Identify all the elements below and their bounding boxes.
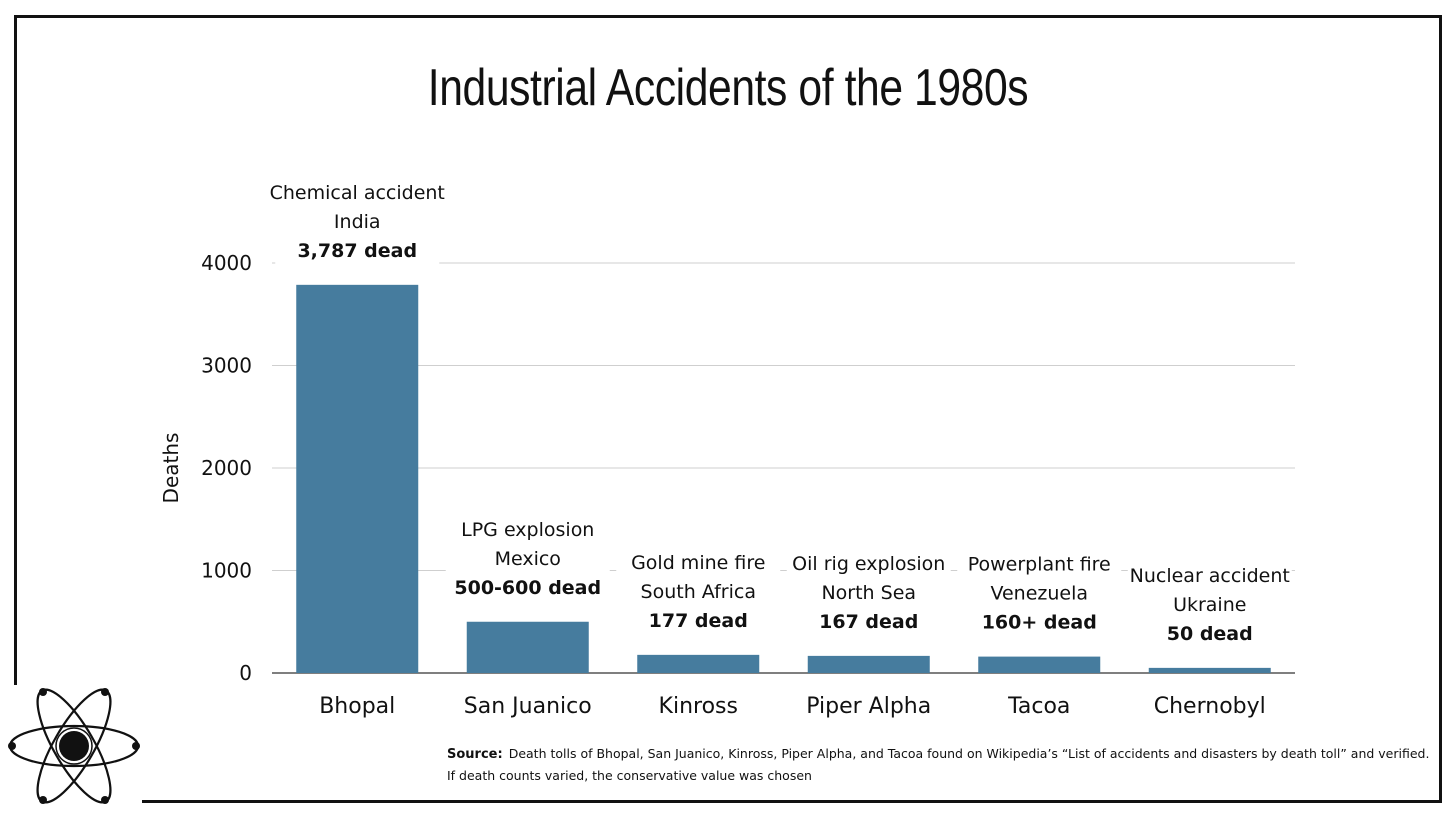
annotation-death-count: 177 dead <box>649 610 748 632</box>
frame-border-bottom <box>142 800 1442 803</box>
annotation-type: Gold mine fire <box>631 552 765 574</box>
annotation-location: North Sea <box>821 582 916 604</box>
bar-piper-alpha <box>807 655 930 673</box>
annotation-backdrop <box>786 547 951 638</box>
annotation-location: Venezuela <box>990 583 1088 605</box>
annotation-death-count: 160+ dead <box>982 612 1097 634</box>
annotation-death-count: 3,787 dead <box>297 240 417 262</box>
bar-bhopal <box>296 284 419 673</box>
gridlines <box>272 262 1295 674</box>
source-text-line1: Death tolls of Bhopal, San Juanico, Kinr… <box>508 746 1430 761</box>
bars <box>296 284 1271 673</box>
atom-icon <box>8 688 140 804</box>
annotation-location: Ukraine <box>1173 594 1246 616</box>
annotation-backdrop <box>616 546 781 637</box>
bar-chernobyl <box>1148 667 1271 673</box>
x-tick-label: Bhopal <box>319 694 395 719</box>
y-axis-label: Deaths <box>159 433 183 504</box>
source-note: Source: Death tolls of Bhopal, San Juanic… <box>447 743 1437 786</box>
annotation-backdrop <box>957 548 1122 639</box>
annotation-backdrop <box>1127 559 1292 650</box>
y-tick-label: 2000 <box>201 456 252 480</box>
annotation-death-count: 50 dead <box>1167 623 1253 645</box>
chart-title: Industrial Accidents of the 1980s <box>427 59 1029 117</box>
annotation-death-count: 167 dead <box>819 611 918 633</box>
annotation-type: Powerplant fire <box>968 554 1111 576</box>
annotation-death-count: 500-600 dead <box>454 577 601 599</box>
annotation-type: Oil rig explosion <box>792 553 945 575</box>
frame-border-top <box>14 15 1442 18</box>
y-tick-label: 4000 <box>201 251 252 275</box>
annotation-type: Nuclear accident <box>1130 565 1290 587</box>
frame-border-right <box>1439 15 1442 803</box>
source-text-line2: If death counts varied, the conservative… <box>447 768 812 783</box>
bar-kinross <box>637 654 760 673</box>
x-tick-label: Piper Alpha <box>806 694 931 719</box>
frame-border-left <box>14 15 17 685</box>
y-axis-ticks: 0 1000 2000 3000 4000 <box>201 251 252 685</box>
annotation-type: Chemical accident <box>270 182 445 204</box>
y-tick-label: 1000 <box>201 559 252 583</box>
annotation-location: India <box>334 211 381 233</box>
y-tick-label: 0 <box>239 661 252 685</box>
x-tick-label: Chernobyl <box>1154 694 1266 719</box>
bar-san-juanico <box>466 621 589 673</box>
x-axis-labels: Bhopal San Juanico Kinross Piper Alpha Tacoa… <box>319 694 1266 719</box>
annotation-backdrop <box>275 176 440 267</box>
annotation-location: South Africa <box>641 581 756 603</box>
annotation-location: Mexico <box>495 548 561 570</box>
annotation-backdrop <box>445 513 610 604</box>
y-tick-label: 3000 <box>201 354 252 378</box>
source-label: Source: <box>447 747 503 762</box>
bar-tacoa <box>978 656 1101 673</box>
x-tick-label: Kinross <box>659 694 738 719</box>
annotation-type: LPG explosion <box>461 519 594 541</box>
bar-annotations: Chemical accident India 3,787 dead LPG expl… <box>270 176 1292 650</box>
x-tick-label: Tacoa <box>1007 694 1070 719</box>
x-tick-label: San Juanico <box>464 694 592 719</box>
